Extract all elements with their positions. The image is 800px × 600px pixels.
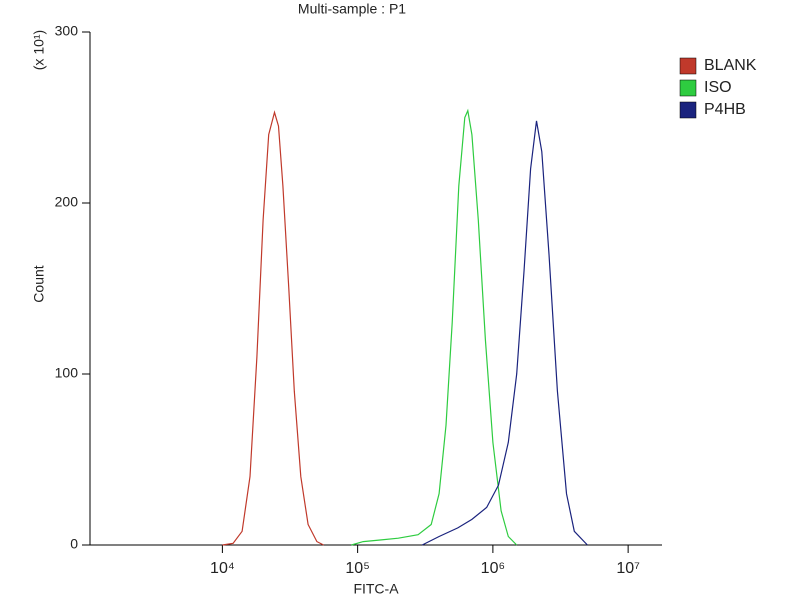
y-tick-label: 100 (55, 365, 79, 381)
x-tick-label: 10⁶ (481, 560, 505, 577)
legend-swatch (679, 79, 697, 97)
series-line (421, 120, 588, 546)
legend-swatch (679, 101, 697, 119)
legend-swatch (679, 57, 697, 75)
series-line (351, 108, 518, 546)
legend-label: P4HB (704, 101, 746, 118)
y-multiplier: (x 10¹) (31, 30, 47, 70)
x-tick-label: 10⁵ (345, 560, 369, 577)
legend-label: ISO (704, 79, 732, 96)
series-line (222, 110, 324, 546)
y-tick-label: 300 (55, 23, 79, 39)
x-tick-label: 10⁴ (210, 560, 235, 577)
y-tick-label: 0 (70, 536, 78, 552)
legend-label: BLANK (704, 57, 757, 74)
chart-title: Multi-sample : P1 (298, 1, 406, 17)
x-axis-label: FITC-A (353, 581, 399, 597)
y-axis-label: Count (31, 265, 47, 302)
y-tick-label: 200 (55, 194, 79, 210)
x-tick-label: 10⁷ (616, 560, 640, 577)
